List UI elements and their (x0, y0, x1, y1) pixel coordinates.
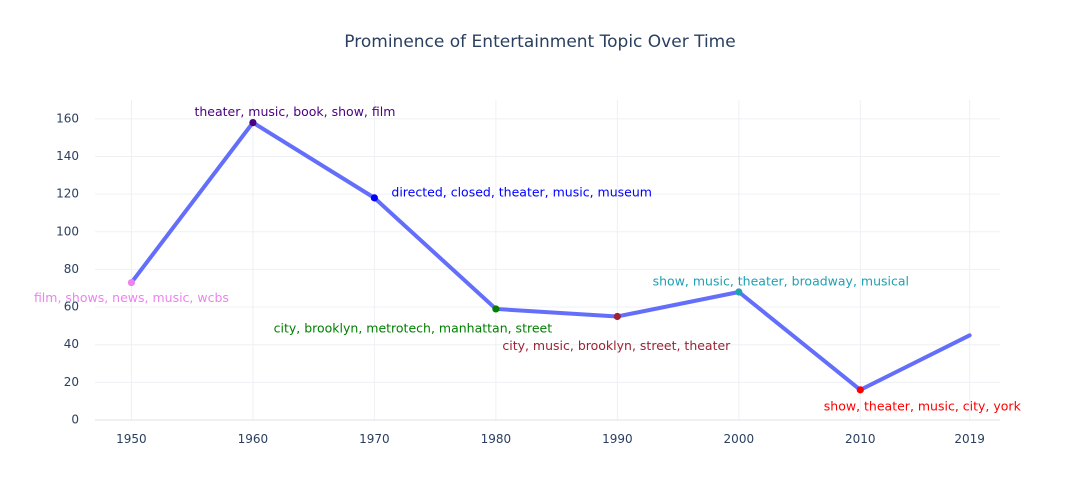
point-annotation-label: directed, closed, theater, music, museum (391, 184, 652, 199)
grid-layer (95, 100, 1000, 421)
data-point-marker (856, 386, 864, 394)
x-tick-label: 1990 (602, 432, 633, 446)
x-tick-label: 1980 (481, 432, 512, 446)
x-tick-label: 2010 (845, 432, 876, 446)
marker-layer (127, 118, 864, 394)
y-tick-label: 20 (64, 375, 79, 389)
data-point-marker (492, 305, 500, 313)
data-point-marker (127, 278, 136, 287)
y-tick-label: 60 (64, 300, 79, 314)
line-layer (129, 120, 972, 392)
y-tick-label: 160 (56, 111, 79, 125)
point-annotation-label: city, brooklyn, metrotech, manhattan, st… (274, 320, 553, 335)
x-tick-label: 1950 (116, 432, 147, 446)
label-layer: film, shows, news, music, wcbs theater, m… (34, 104, 1022, 413)
y-tick-label: 40 (64, 337, 79, 351)
data-point-marker (735, 288, 743, 296)
point-annotation-label: film, shows, news, music, wcbs (34, 290, 229, 305)
y-tick-label: 0 (71, 413, 79, 427)
x-tick-label: 1960 (238, 432, 269, 446)
axis-layer: 1950 1960 1970 1980 1990 2000 2010 2019 0 20 40 60 8… (56, 111, 985, 445)
y-tick-label: 140 (56, 149, 79, 163)
y-tick-label: 80 (64, 262, 79, 276)
data-point-marker (370, 194, 378, 202)
point-annotation-label: theater, music, book, show, film (194, 104, 395, 119)
y-tick-label: 100 (56, 224, 79, 238)
x-tick-label: 1970 (359, 432, 390, 446)
x-tick-label: 2019 (954, 432, 985, 446)
x-tick-label: 2000 (724, 432, 755, 446)
data-point-marker (613, 312, 621, 321)
series-line (129, 120, 972, 392)
point-annotation-label: city, music, brooklyn, street, theater (502, 338, 731, 353)
chart-title: Prominence of Entertainment Topic Over T… (344, 32, 736, 52)
point-annotation-label: show, theater, music, city, york (824, 398, 1022, 413)
y-tick-label: 120 (56, 187, 79, 201)
point-annotation-label: show, music, theater, broadway, musical (653, 274, 909, 289)
data-point-marker (249, 118, 257, 127)
